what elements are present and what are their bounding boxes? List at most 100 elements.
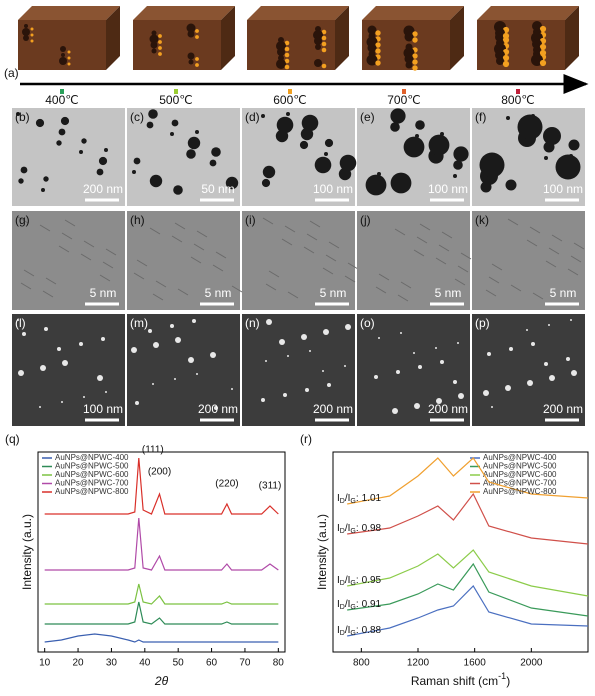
x-tick-label: 50 [173, 658, 185, 669]
panel-label: (n) [245, 316, 260, 330]
panel-label: (e) [360, 110, 375, 124]
hole [60, 46, 66, 52]
legend-label: AuNPs@NPWC-400 [55, 453, 129, 462]
cube-side [450, 6, 464, 70]
particle [79, 150, 83, 154]
legend-label: AuNPs@NPWC-600 [55, 470, 129, 479]
particle [392, 408, 398, 414]
hole [314, 37, 322, 45]
ratio-colon: : [356, 575, 359, 586]
ratio-sub: D [340, 580, 345, 587]
particle [16, 112, 20, 116]
particle [186, 149, 196, 159]
x-tick-label: 20 [72, 658, 84, 669]
series-line [44, 583, 279, 605]
cube-side [221, 6, 235, 70]
lattice [485, 289, 497, 297]
panel-label: (h) [130, 213, 145, 227]
au-particle [375, 42, 381, 48]
hole [313, 30, 323, 40]
particle [509, 347, 513, 351]
particle [418, 365, 422, 369]
particle [453, 380, 457, 384]
lattice [510, 284, 522, 292]
particle [324, 138, 334, 148]
particle [544, 362, 548, 366]
hole [404, 54, 414, 64]
particle [261, 178, 271, 188]
au-particle [284, 46, 290, 52]
lattice [281, 238, 293, 246]
ratio-i: I [337, 575, 340, 586]
lattice [133, 272, 145, 280]
au-particle [67, 62, 71, 66]
cube-side [106, 6, 120, 70]
au-particle [284, 40, 290, 46]
lattice [64, 219, 76, 227]
particle [83, 396, 85, 398]
au-particle [412, 65, 418, 71]
lattice [570, 255, 582, 263]
series-line [44, 517, 279, 571]
cube-top [477, 6, 579, 20]
particle [390, 122, 400, 132]
lattice [190, 256, 202, 264]
hole [149, 34, 159, 44]
au-particle [502, 32, 510, 40]
ratio-colon: : [356, 493, 359, 504]
particle [400, 332, 402, 334]
ratio-sub: G [350, 498, 355, 505]
lattice [325, 254, 337, 262]
au-particle [375, 30, 381, 36]
particle [322, 370, 324, 372]
lattice [309, 220, 321, 228]
particle [192, 319, 196, 323]
particle [175, 337, 181, 343]
au-particle [30, 39, 34, 43]
particle [96, 168, 104, 176]
ratio-i: /I [345, 625, 351, 636]
x-tick-label: 1600 [464, 658, 487, 669]
scale-label: 5 nm [435, 286, 462, 300]
cube-side [565, 6, 579, 70]
x-tick-label: 2000 [520, 658, 543, 669]
particle [483, 390, 489, 396]
particle [377, 172, 381, 176]
au-particle [284, 52, 290, 58]
particle [440, 360, 444, 364]
lattice [231, 285, 243, 293]
image [12, 314, 125, 426]
panel-label: (a) [4, 66, 19, 80]
particle [324, 152, 328, 156]
scale-label: 50 nm [201, 182, 234, 196]
lattice [394, 228, 406, 236]
ratio-i: I [337, 599, 340, 610]
hole [496, 57, 504, 65]
series-line [347, 562, 589, 617]
particle [131, 347, 137, 353]
panel-label: (r) [300, 432, 312, 446]
lattice [262, 217, 274, 225]
lattice [152, 293, 164, 301]
x-tick-label: 60 [206, 658, 218, 669]
x-tick-label: 10 [39, 658, 51, 669]
particle [323, 329, 329, 335]
image [12, 108, 125, 206]
panel-label: (c) [130, 110, 144, 124]
scale-label: 100 nm [428, 182, 468, 196]
ratio-sub: D [340, 498, 345, 505]
micrograph [242, 211, 359, 310]
particle [555, 154, 581, 180]
lattice [400, 281, 412, 289]
particle [133, 157, 141, 165]
temp-tick [516, 89, 520, 94]
scale-label: 5 nm [320, 286, 347, 300]
legend-label: AuNPs@NPWC-500 [483, 462, 557, 471]
particle [571, 370, 577, 376]
series-line [44, 457, 279, 515]
au-particle [30, 27, 34, 31]
lattice [457, 265, 469, 273]
ratio-value: 0.95 [362, 575, 382, 586]
particle [453, 146, 469, 162]
